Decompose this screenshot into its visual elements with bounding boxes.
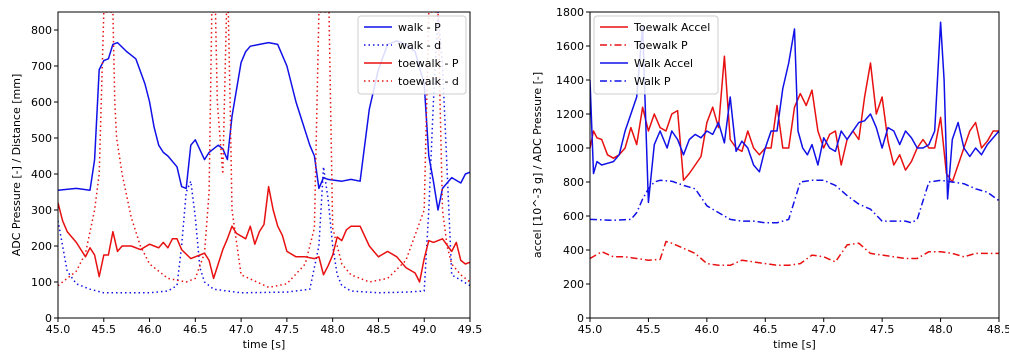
y-tick-label: 800: [31, 24, 52, 37]
y-axis-label: accel [10^-3 g] / ADC Pressure [-]: [531, 72, 544, 258]
x-tick-label: 48.0: [928, 323, 953, 336]
x-axis-label: time [s]: [243, 338, 286, 351]
plot-frame: [589, 11, 1000, 319]
x-tick-label: 46.0: [137, 323, 162, 336]
legend-label: toewalk - d: [398, 75, 459, 88]
y-tick-label: 200: [31, 240, 52, 253]
y-tick-label: 0: [577, 312, 584, 325]
y-tick-label: 500: [31, 132, 52, 145]
plot-area: [590, 21, 999, 267]
x-tick-label: 48.5: [987, 323, 1009, 336]
y-tick-label: 1800: [556, 6, 584, 19]
y-tick-label: 700: [31, 60, 52, 73]
series-line-2: [58, 185, 470, 283]
y-tick-label: 1600: [556, 40, 584, 53]
x-tick-label: 46.0: [695, 323, 720, 336]
x-tick-label: 45.5: [636, 323, 661, 336]
legend-label: walk - P: [398, 21, 441, 34]
y-tick-label: 400: [563, 244, 584, 257]
x-tick-label: 47.5: [275, 323, 300, 336]
y-tick-label: 800: [563, 176, 584, 189]
plot-frame: [57, 11, 471, 319]
legend: walk - P walk - d toewalk - P toewalk - d: [357, 15, 467, 95]
series-line-3: [590, 179, 999, 224]
y-tick-label: 0: [45, 312, 52, 325]
legend-box: [593, 15, 719, 95]
y-tick-label: 200: [563, 278, 584, 291]
legend: Toewalk Accel Toewalk P Walk Accel Walk P: [593, 15, 719, 95]
x-tick-label: 46.5: [183, 323, 208, 336]
x-tick-label: 45.0: [46, 323, 71, 336]
series-line-0: [590, 55, 999, 183]
y-tick-label: 600: [31, 96, 52, 109]
series-line-1: [590, 240, 999, 267]
x-axis-label: time [s]: [773, 338, 816, 351]
y-tick-label: 1000: [556, 142, 584, 155]
x-tick-label: 46.5: [753, 323, 778, 336]
y-tick-label: 1400: [556, 74, 584, 87]
x-tick-label: 47.0: [229, 323, 254, 336]
y-tick-label: 1200: [556, 108, 584, 121]
legend-label: Toewalk P: [633, 39, 688, 52]
legend-label: Walk P: [634, 75, 671, 88]
left-chart: 45.0 45.5 46.0 46.5 47.0 47.5 48.0 48.5 49.0 49.5…: [10, 11, 483, 351]
legend-label: Toewalk Accel: [633, 21, 710, 34]
legend-label: Walk Accel: [634, 57, 693, 70]
x-tick-label: 45.0: [578, 323, 603, 336]
x-tick-label: 47.5: [870, 323, 895, 336]
y-tick-label: 300: [31, 204, 52, 217]
series-line-2: [590, 21, 999, 204]
legend-label: toewalk - P: [398, 57, 459, 70]
y-tick-label: 600: [563, 210, 584, 223]
y-tick-label: 400: [31, 168, 52, 181]
x-tick-label: 45.5: [92, 323, 117, 336]
legend-box: [357, 15, 467, 95]
right-chart: 45.0 45.5 46.0 46.5 47.0 47.5 48.0 48.5 0 200 400 6…: [531, 6, 1009, 351]
x-tick-label: 49.5: [458, 323, 483, 336]
y-axis-label: ADC Pressure [-] / Distance [mm]: [10, 74, 23, 257]
x-tick-label: 47.0: [811, 323, 836, 336]
series-line-1: [58, 12, 470, 294]
legend-label: walk - d: [398, 39, 441, 52]
x-tick-label: 49.0: [412, 323, 437, 336]
y-tick-label: 100: [31, 276, 52, 289]
x-tick-label: 48.0: [320, 323, 345, 336]
x-tick-label: 48.5: [366, 323, 391, 336]
